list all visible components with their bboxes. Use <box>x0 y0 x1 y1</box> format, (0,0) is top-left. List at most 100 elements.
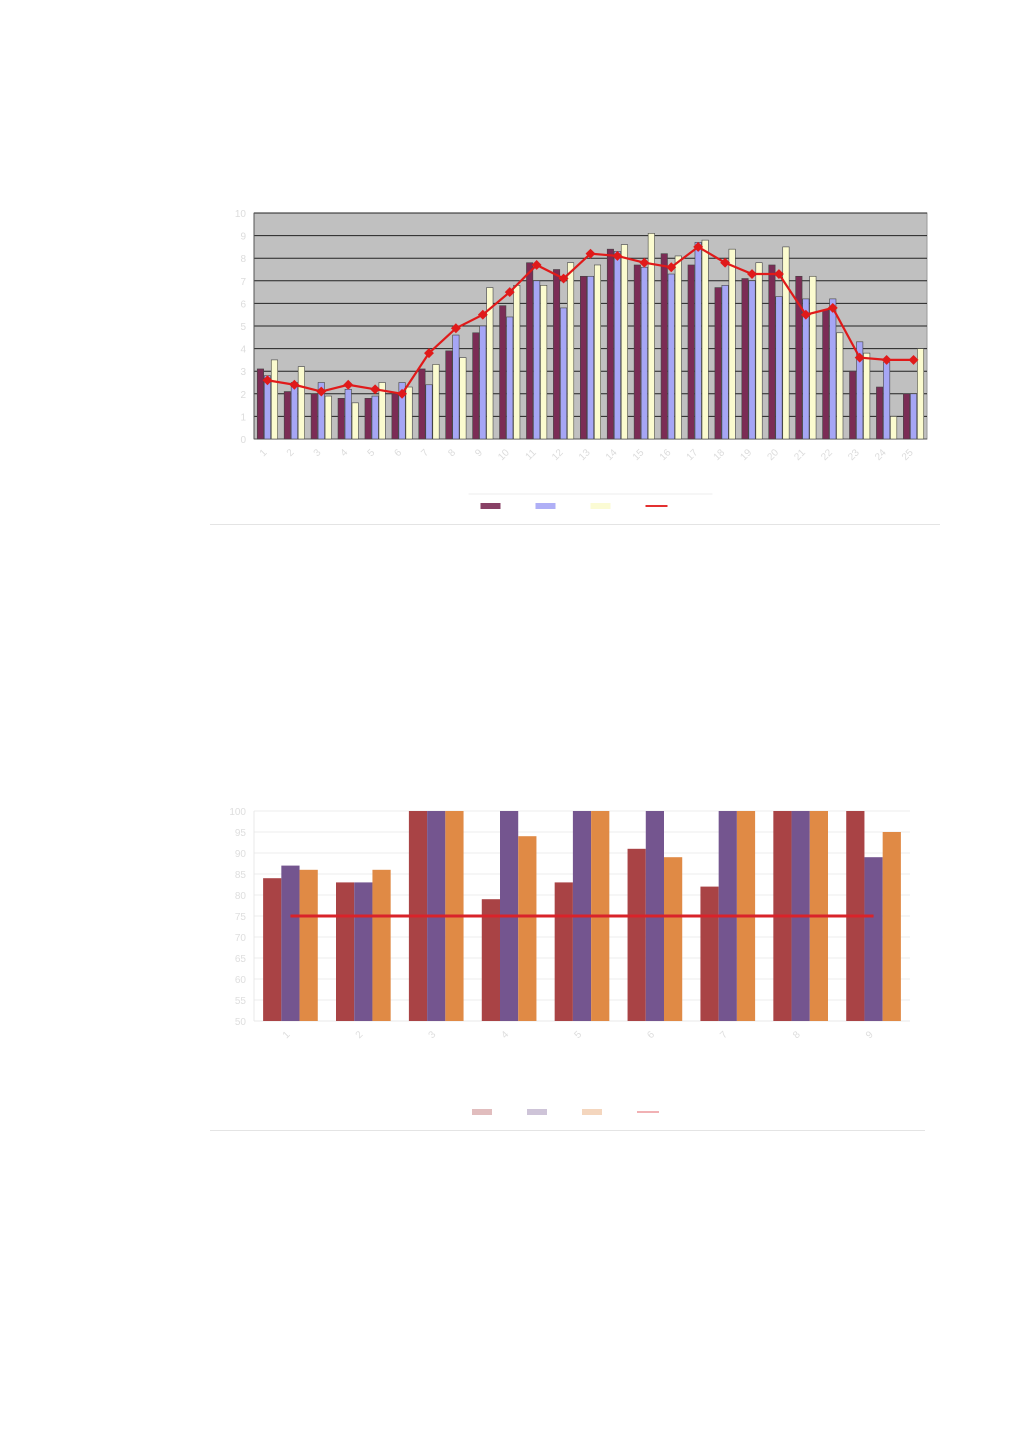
bar <box>540 285 548 440</box>
line-point <box>316 386 327 397</box>
bar <box>336 882 355 1021</box>
bar <box>553 269 561 440</box>
bar <box>849 370 857 440</box>
x-tick-label: 23 <box>846 447 862 463</box>
x-tick-label: 21 <box>792 447 808 463</box>
bar <box>372 869 391 1021</box>
y-tick-label: 85 <box>235 870 247 881</box>
x-tick-label: 5 <box>572 1029 584 1041</box>
bar <box>741 278 749 440</box>
y-tick-label: 6 <box>240 299 246 310</box>
line-point <box>854 352 865 363</box>
x-tick-label: 3 <box>427 1029 439 1041</box>
y-tick-label: 10 <box>235 209 247 220</box>
bar <box>560 307 568 440</box>
legend-swatch <box>535 503 556 509</box>
x-tick-label: 25 <box>900 447 916 463</box>
y-tick-label: 95 <box>235 828 247 839</box>
bar <box>620 244 628 440</box>
line-point <box>343 379 354 390</box>
bar <box>398 382 406 440</box>
x-tick-label: 12 <box>550 447 566 463</box>
bar <box>856 341 864 440</box>
bar <box>755 262 763 440</box>
bar <box>418 368 426 440</box>
x-tick-label: 22 <box>819 447 835 463</box>
legend-swatch <box>480 503 501 509</box>
bar <box>721 285 729 440</box>
y-tick-label: 75 <box>235 912 247 923</box>
x-tick-label: 2 <box>354 1029 366 1041</box>
chart-2-svg: 50 55 60 65 70 75 80 85 90 95 100 1 2 3 4 5 6 7 8 9 <box>229 807 911 1115</box>
x-tick-label: 6 <box>392 447 404 459</box>
bar <box>613 251 621 440</box>
bar <box>486 287 494 440</box>
bar <box>283 391 291 440</box>
y-tick-label: 70 <box>235 933 247 944</box>
bar <box>687 264 695 440</box>
x-tick-label: 13 <box>577 447 593 463</box>
line-point <box>397 388 408 399</box>
bar <box>472 332 480 440</box>
bar <box>664 857 683 1021</box>
bar <box>580 275 588 440</box>
bar <box>606 248 614 440</box>
bar <box>506 316 514 440</box>
y-tick-label: 5 <box>240 322 246 333</box>
y-tick-label: 3 <box>240 367 246 378</box>
chart-1: 0 1 2 3 4 5 6 7 8 9 10 1 2 3 4 5 6 7 8 9 10 11 12 13 14 15 16 17 18 1… <box>210 150 940 525</box>
bar <box>836 332 844 440</box>
bar <box>351 402 359 440</box>
bar <box>883 361 891 440</box>
y-tick-label: 90 <box>235 849 247 860</box>
x-tick-label: 19 <box>738 447 754 463</box>
bar <box>344 388 352 440</box>
bar <box>768 264 776 440</box>
x-tick-label: 4 <box>500 1029 512 1041</box>
bar <box>882 832 901 1021</box>
bar <box>518 836 537 1021</box>
line-point <box>666 262 677 273</box>
y-tick-label: 65 <box>235 954 247 965</box>
bar <box>354 882 373 1021</box>
x-tick-label: 1 <box>281 1029 293 1041</box>
line-point <box>424 348 434 359</box>
bar <box>822 309 830 440</box>
y-tick-label: 60 <box>235 975 247 986</box>
x-tick-label: 3 <box>312 447 324 459</box>
bar <box>674 255 682 440</box>
bar <box>782 246 790 440</box>
x-tick-label: 11 <box>524 447 539 462</box>
line-point <box>370 384 381 395</box>
bar <box>533 280 541 440</box>
bar <box>263 878 282 1021</box>
bar <box>728 248 736 440</box>
line-point <box>773 269 784 279</box>
x-tick-label: 8 <box>791 1029 803 1041</box>
line-point <box>477 309 488 320</box>
bar <box>256 368 264 440</box>
bar <box>526 262 534 440</box>
y-tick-label: 80 <box>235 891 247 902</box>
y-tick-label: 2 <box>240 390 246 401</box>
bar <box>297 366 305 440</box>
bar <box>425 384 433 440</box>
x-tick-label: 24 <box>873 447 889 463</box>
x-tick-label: 4 <box>339 447 351 459</box>
bar <box>864 857 883 1021</box>
bar <box>364 398 372 440</box>
x-tick-label: 10 <box>496 447 512 463</box>
x-tick-label: 7 <box>718 1029 730 1041</box>
bar <box>910 393 918 440</box>
y-tick-label: 55 <box>235 996 247 1007</box>
bar <box>795 275 803 440</box>
bar <box>499 305 507 440</box>
bar <box>459 357 467 440</box>
bar <box>263 375 271 440</box>
x-tick-label: 20 <box>765 447 781 463</box>
bar <box>633 264 641 440</box>
y-tick-label: 7 <box>240 277 246 288</box>
bar <box>714 287 722 440</box>
bar <box>627 848 646 1021</box>
